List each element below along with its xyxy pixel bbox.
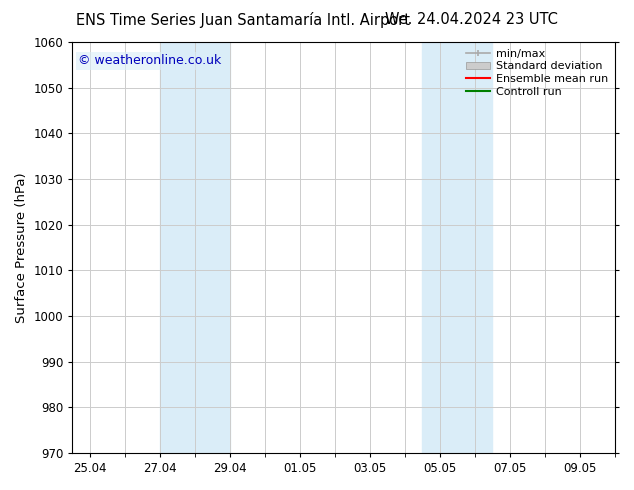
Bar (422, 42, 493, 453)
Text: © weatheronline.co.uk: © weatheronline.co.uk (78, 54, 221, 68)
Y-axis label: Surface Pressure (hPa): Surface Pressure (hPa) (15, 172, 28, 323)
Text: ENS Time Series Juan Santamaría Intl. Airport: ENS Time Series Juan Santamaría Intl. Ai… (76, 12, 410, 28)
Bar (160, 42, 230, 453)
Legend: min/max, Standard deviation, Ensemble mean run, Controll run: min/max, Standard deviation, Ensemble me… (462, 44, 612, 101)
Text: We. 24.04.2024 23 UTC: We. 24.04.2024 23 UTC (385, 12, 558, 27)
